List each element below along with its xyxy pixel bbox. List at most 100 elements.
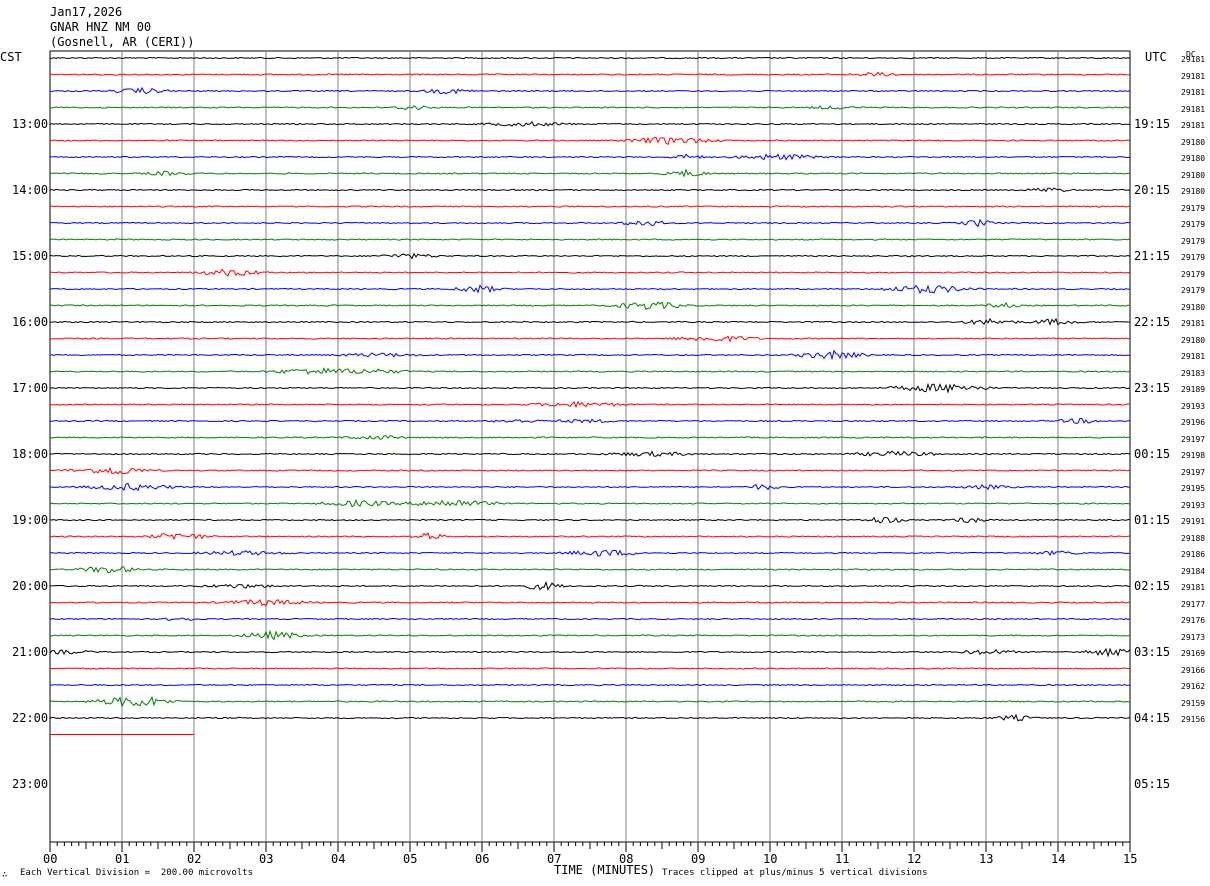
x-axis-title: TIME (MINUTES) bbox=[554, 863, 656, 877]
seismic-trace bbox=[49, 549, 1131, 557]
dc-value: 29180 bbox=[1181, 170, 1206, 180]
dc-value: 29177 bbox=[1181, 599, 1206, 609]
dc-value: 29156 bbox=[1181, 715, 1206, 724]
utc-hour-label: 01:15 bbox=[1134, 513, 1171, 527]
dc-value: 29179 bbox=[1181, 236, 1206, 246]
dc-header: DC bbox=[1186, 50, 1196, 59]
dc-value: 29195 bbox=[1181, 484, 1206, 493]
seismic-trace bbox=[49, 86, 1131, 95]
cst-hour-label: 20:00 bbox=[12, 579, 49, 593]
x-tick-label: 11 bbox=[835, 852, 850, 866]
dc-value: 29180 bbox=[1181, 154, 1206, 163]
station-location: (Gosnell, AR (CERI)) bbox=[50, 35, 195, 49]
utc-hour-label: 23:15 bbox=[1134, 381, 1171, 395]
x-tick-label: 13 bbox=[979, 852, 994, 866]
utc-hour-label: 04:15 bbox=[1134, 711, 1171, 725]
x-tick-label: 06 bbox=[475, 852, 490, 866]
dc-value: 29173 bbox=[1181, 632, 1206, 642]
dc-value: 29198 bbox=[1181, 451, 1206, 460]
utc-hour-label: 00:15 bbox=[1134, 447, 1171, 461]
dc-value: 29181 bbox=[1181, 121, 1206, 130]
utc-hour-label: 03:15 bbox=[1134, 645, 1171, 659]
dc-value: 29179 bbox=[1181, 253, 1206, 262]
seismic-trace bbox=[49, 349, 1131, 361]
dc-value: 29188 bbox=[1181, 533, 1206, 543]
seismic-trace bbox=[49, 301, 1131, 310]
seismic-trace bbox=[49, 252, 1131, 260]
cst-hour-label: 18:00 bbox=[12, 447, 49, 461]
seismic-trace bbox=[49, 238, 1131, 241]
dc-value: 29159 bbox=[1181, 698, 1206, 708]
cst-hour-label: 23:00 bbox=[12, 777, 49, 791]
seismic-trace bbox=[49, 498, 1131, 508]
seismic-trace bbox=[49, 629, 1131, 641]
seismic-trace bbox=[49, 516, 1131, 524]
dc-value: 29181 bbox=[1181, 583, 1206, 592]
cst-hour-label: 14:00 bbox=[12, 183, 49, 197]
seismic-trace bbox=[49, 683, 1131, 687]
dc-value: 29179 bbox=[1181, 220, 1206, 229]
utc-hour-label: 22:15 bbox=[1134, 315, 1171, 329]
dc-value: 29193 bbox=[1181, 500, 1206, 510]
seismic-trace bbox=[49, 187, 1131, 193]
seismic-trace bbox=[49, 580, 1131, 591]
dc-value: 29162 bbox=[1181, 682, 1206, 691]
cst-hour-label: 19:00 bbox=[12, 513, 49, 527]
dc-value: 29197 bbox=[1181, 434, 1206, 444]
seismic-trace bbox=[50, 532, 1131, 540]
cst-hour-label: 13:00 bbox=[12, 117, 49, 131]
x-tick-label: 03 bbox=[259, 852, 274, 866]
utc-hour-label: 05:15 bbox=[1134, 777, 1171, 791]
seismic-trace bbox=[49, 713, 1131, 722]
seismic-trace bbox=[49, 400, 1130, 409]
utc-hour-label: 02:15 bbox=[1134, 579, 1171, 593]
seismic-trace bbox=[49, 382, 1131, 394]
dc-value: 29180 bbox=[1181, 335, 1206, 345]
x-tick-label: 01 bbox=[115, 852, 130, 866]
cst-hour-label: 17:00 bbox=[12, 381, 49, 395]
dc-value: 29197 bbox=[1181, 467, 1206, 477]
seismic-trace bbox=[49, 466, 1131, 475]
dc-value: 29184 bbox=[1181, 566, 1206, 576]
x-tick-label: 02 bbox=[187, 852, 202, 866]
scale-note: Each Vertical Division = 200.00 microvol… bbox=[20, 868, 253, 878]
x-tick-label: 12 bbox=[907, 852, 922, 866]
seismic-trace bbox=[49, 120, 1131, 127]
seismic-trace bbox=[49, 268, 1131, 277]
seismic-trace bbox=[49, 104, 1131, 111]
x-tick-label: 09 bbox=[691, 852, 706, 866]
cst-hour-label: 16:00 bbox=[12, 315, 49, 329]
cst-hour-label: 22:00 bbox=[12, 711, 49, 725]
dc-value: 29196 bbox=[1181, 418, 1206, 427]
seismic-trace bbox=[49, 450, 1131, 457]
x-tick-label: 14 bbox=[1051, 852, 1066, 866]
dc-value: 29176 bbox=[1181, 616, 1206, 625]
station-code: GNAR HNZ NM 00 bbox=[50, 20, 152, 34]
seismic-trace bbox=[49, 695, 1131, 709]
seismic-trace bbox=[49, 71, 1131, 77]
cst-hour-label: 15:00 bbox=[12, 249, 49, 263]
seismic-trace bbox=[49, 435, 1131, 440]
x-tick-label: 00 bbox=[43, 852, 58, 866]
x-tick-label: 10 bbox=[763, 852, 778, 866]
dc-value: 29181 bbox=[1181, 104, 1206, 114]
seismic-trace bbox=[49, 56, 1131, 60]
seismic-trace bbox=[49, 598, 1131, 607]
dc-value: 29180 bbox=[1181, 137, 1206, 147]
plot-frame bbox=[49, 50, 1131, 843]
x-tick-label: 07 bbox=[547, 852, 562, 866]
seismic-trace bbox=[49, 647, 1131, 658]
dc-value: 29179 bbox=[1181, 203, 1206, 213]
dc-value: 29181 bbox=[1181, 352, 1206, 361]
x-tick-label: 08 bbox=[619, 852, 634, 866]
utc-hour-label: 21:15 bbox=[1134, 249, 1171, 263]
dc-value: 29181 bbox=[1181, 319, 1206, 328]
seismic-trace bbox=[49, 168, 1131, 178]
dc-value: 29169 bbox=[1181, 649, 1206, 658]
dc-value: 29179 bbox=[1181, 269, 1206, 279]
cst-label: CST bbox=[0, 50, 22, 64]
seismic-trace bbox=[49, 417, 1131, 424]
dc-value: 29189 bbox=[1181, 385, 1206, 394]
x-tick-label: 04 bbox=[331, 852, 346, 866]
